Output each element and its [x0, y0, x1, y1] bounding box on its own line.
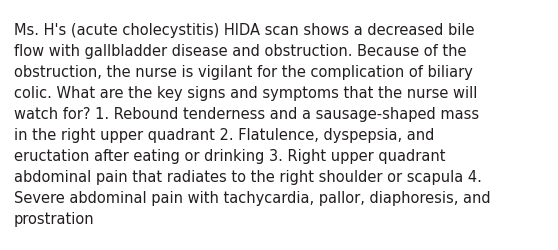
- Text: Ms. H's (acute cholecystitis) HIDA scan shows a decreased bile
flow with gallbla: Ms. H's (acute cholecystitis) HIDA scan …: [14, 22, 490, 226]
